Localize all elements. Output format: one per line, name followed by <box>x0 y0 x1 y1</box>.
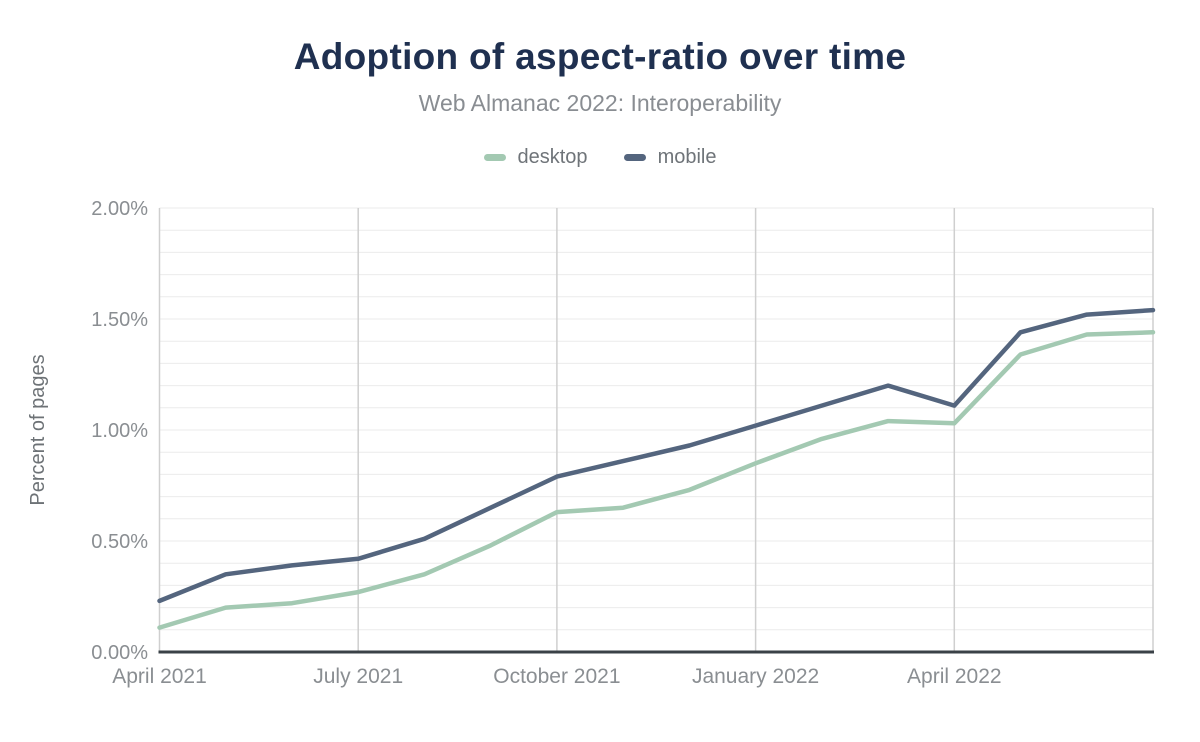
page-title: Adoption of aspect-ratio over time <box>293 36 907 77</box>
x-tick-label: April 2022 <box>907 665 1002 688</box>
y-tick-label: 2.00% <box>91 198 148 220</box>
x-tick-label: October 2021 <box>493 665 620 688</box>
legend: desktop mobile <box>0 146 1200 169</box>
legend-label-desktop: desktop <box>517 146 588 168</box>
x-tick-label: April 2021 <box>112 665 207 688</box>
y-tick-label: 1.50% <box>91 309 148 331</box>
x-tick-label: July 2021 <box>313 665 403 688</box>
legend-swatch-mobile <box>623 154 646 161</box>
series-line-desktop <box>157 330 1156 630</box>
legend-swatch-desktop <box>483 154 506 161</box>
legend-item-desktop: desktop <box>483 146 588 169</box>
legend-label-mobile: mobile <box>657 146 717 168</box>
y-tick-label: 0.50% <box>91 531 148 553</box>
series-line-mobile <box>157 307 1156 604</box>
legend-item-mobile: mobile <box>623 146 717 169</box>
y-tick-label: 1.00% <box>91 420 148 442</box>
page-subtitle: Web Almanac 2022: Interoperability <box>418 90 782 116</box>
y-tick-label: 0.00% <box>91 642 148 664</box>
x-tick-label: January 2022 <box>692 665 819 688</box>
y-axis-title: Percent of pages <box>27 354 49 505</box>
